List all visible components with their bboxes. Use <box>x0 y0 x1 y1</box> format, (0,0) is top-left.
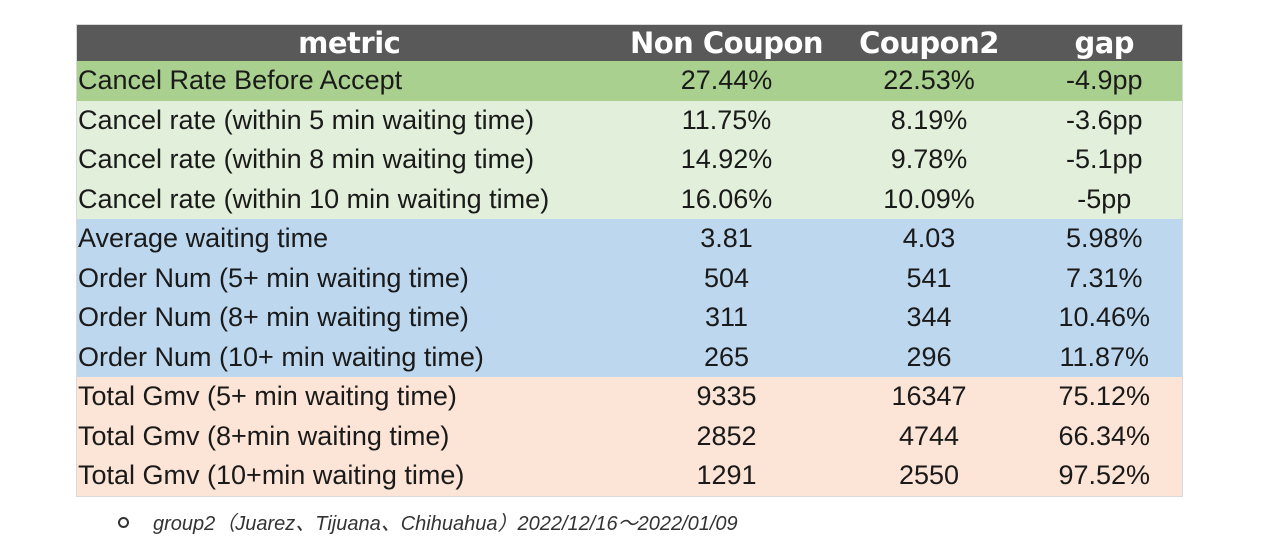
caption-text: group2（Juarez、Tijuana、Chihuahua）2022/12/… <box>153 513 738 535</box>
table-row: Total Gmv (10+min waiting time) 1291 2550 9… <box>76 456 1183 496</box>
coupon2-cell: 541 <box>831 258 1027 298</box>
bullet-icon <box>118 517 129 529</box>
non-coupon-cell: 504 <box>621 258 832 298</box>
table-row: Total Gmv (8+min waiting time) 2852 4744 66… <box>76 416 1183 456</box>
coupon2-cell: 22.53% <box>831 61 1027 101</box>
coupon2-cell: 16347 <box>831 377 1027 417</box>
header-gap: gap <box>1026 24 1183 61</box>
table-row: Cancel rate (within 8 min waiting time) 1… <box>76 140 1183 180</box>
caption: group2（Juarez、Tijuana、Chihuahua）2022/12/… <box>118 507 738 536</box>
gap-cell: 5.98% <box>1026 219 1183 259</box>
non-coupon-cell: 311 <box>621 298 832 338</box>
gap-cell: 66.34% <box>1026 416 1183 456</box>
header-row: metric Non Coupon Coupon2 gap <box>76 24 1183 61</box>
coupon2-cell: 4744 <box>831 416 1027 456</box>
non-coupon-cell: 9335 <box>621 377 832 417</box>
table-row: Cancel Rate Before Accept 27.44% 22.53% -4.… <box>76 61 1183 101</box>
gap-cell: -4.9pp <box>1026 61 1183 101</box>
coupon2-cell: 296 <box>831 337 1027 377</box>
table-row: Total Gmv (5+ min waiting time) 9335 16347… <box>76 377 1183 417</box>
coupon2-cell: 344 <box>831 298 1027 338</box>
metric-cell: Cancel rate (within 10 min waiting time) <box>76 179 622 219</box>
table-row: Average waiting time 3.81 4.03 5.98% <box>76 219 1183 259</box>
table-row: Cancel rate (within 10 min waiting time)… <box>76 179 1183 219</box>
coupon2-cell: 8.19% <box>831 100 1027 140</box>
header-coupon2: Coupon2 <box>831 24 1027 61</box>
header-metric: metric <box>76 24 622 61</box>
gap-cell: 75.12% <box>1026 377 1183 417</box>
non-coupon-cell: 14.92% <box>621 140 832 180</box>
gap-cell: 97.52% <box>1026 456 1183 496</box>
gap-cell: 7.31% <box>1026 258 1183 298</box>
table-body: Cancel Rate Before Accept 27.44% 22.53% -4.… <box>76 61 1183 496</box>
metric-cell: Order Num (10+ min waiting time) <box>76 337 622 377</box>
gap-cell: 10.46% <box>1026 298 1183 338</box>
coupon2-cell: 2550 <box>831 456 1027 496</box>
non-coupon-cell: 2852 <box>621 416 832 456</box>
header-non-coupon: Non Coupon <box>621 24 832 61</box>
non-coupon-cell: 1291 <box>621 456 832 496</box>
metric-cell: Average waiting time <box>76 219 622 259</box>
metric-cell: Order Num (8+ min waiting time) <box>76 298 622 338</box>
metric-cell: Cancel rate (within 8 min waiting time) <box>76 140 622 180</box>
metric-cell: Total Gmv (10+min waiting time) <box>76 456 622 496</box>
non-coupon-cell: 265 <box>621 337 832 377</box>
metric-cell: Total Gmv (8+min waiting time) <box>76 416 622 456</box>
metrics-table: metric Non Coupon Coupon2 gap Cancel Rat… <box>76 24 1183 497</box>
coupon2-cell: 10.09% <box>831 179 1027 219</box>
table-row: Order Num (8+ min waiting time) 311 344 10.… <box>76 298 1183 338</box>
table-row: Order Num (10+ min waiting time) 265 296 11… <box>76 337 1183 377</box>
non-coupon-cell: 11.75% <box>621 100 832 140</box>
metric-cell: Cancel rate (within 5 min waiting time) <box>76 100 622 140</box>
gap-cell: -5pp <box>1026 179 1183 219</box>
gap-cell: 11.87% <box>1026 337 1183 377</box>
coupon2-cell: 4.03 <box>831 219 1027 259</box>
gap-cell: -5.1pp <box>1026 140 1183 180</box>
metric-cell: Total Gmv (5+ min waiting time) <box>76 377 622 417</box>
non-coupon-cell: 3.81 <box>621 219 832 259</box>
non-coupon-cell: 16.06% <box>621 179 832 219</box>
gap-cell: -3.6pp <box>1026 100 1183 140</box>
metric-cell: Cancel Rate Before Accept <box>76 61 622 101</box>
metric-cell: Order Num (5+ min waiting time) <box>76 258 622 298</box>
non-coupon-cell: 27.44% <box>621 61 832 101</box>
table-row: Order Num (5+ min waiting time) 504 541 7.3… <box>76 258 1183 298</box>
coupon2-cell: 9.78% <box>831 140 1027 180</box>
table-row: Cancel rate (within 5 min waiting time) 1… <box>76 100 1183 140</box>
